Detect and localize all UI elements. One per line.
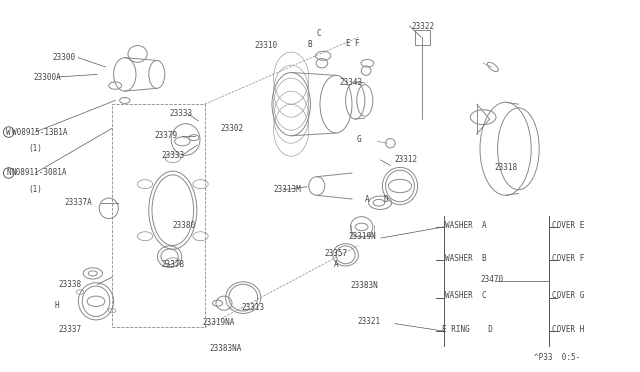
Text: G: G <box>357 135 362 144</box>
Text: D: D <box>384 195 388 204</box>
Text: (1): (1) <box>29 144 43 153</box>
Text: 23337: 23337 <box>59 325 82 334</box>
Text: A: A <box>365 195 369 204</box>
Text: C: C <box>316 29 321 38</box>
Text: N: N <box>6 169 11 177</box>
Text: 23313M: 23313M <box>274 185 301 194</box>
Text: 23378: 23378 <box>162 260 185 269</box>
Text: COVER E: COVER E <box>552 221 585 230</box>
Text: COVER F: COVER F <box>552 254 585 263</box>
Text: 23338: 23338 <box>59 280 82 289</box>
Text: H: H <box>54 301 59 310</box>
Text: 23319N: 23319N <box>349 232 376 241</box>
Text: 23310: 23310 <box>255 41 278 50</box>
Text: 23343: 23343 <box>339 78 362 87</box>
Text: 23312: 23312 <box>395 155 418 164</box>
Text: 23333: 23333 <box>170 109 193 118</box>
Text: F: F <box>354 39 358 48</box>
Text: (1): (1) <box>29 185 43 194</box>
Text: 23300: 23300 <box>52 53 76 62</box>
Text: WASHER  C: WASHER C <box>445 291 487 300</box>
Text: N08911-3081A: N08911-3081A <box>12 169 67 177</box>
Text: 23380: 23380 <box>173 221 196 230</box>
Text: 23302: 23302 <box>221 124 244 133</box>
Text: 23333: 23333 <box>162 151 185 160</box>
Text: W: W <box>6 128 11 137</box>
Text: A: A <box>334 260 339 269</box>
Text: W08915-13B1A: W08915-13B1A <box>12 128 67 137</box>
Text: WASHER  B: WASHER B <box>445 254 487 263</box>
Text: 23300A: 23300A <box>34 73 61 81</box>
Bar <box>415 30 430 45</box>
Text: 23321: 23321 <box>357 317 380 326</box>
Text: 23318: 23318 <box>494 163 517 172</box>
Text: COVER H: COVER H <box>552 325 585 334</box>
Text: 23470: 23470 <box>480 275 503 284</box>
Text: 23319NA: 23319NA <box>202 318 235 327</box>
Text: COVER G: COVER G <box>552 291 585 300</box>
Text: WASHER  A: WASHER A <box>445 221 487 230</box>
Text: B: B <box>307 40 312 49</box>
Text: 23383N: 23383N <box>351 281 378 290</box>
Text: 23322: 23322 <box>412 22 435 31</box>
Text: 23379: 23379 <box>155 131 178 140</box>
Text: 23337A: 23337A <box>64 198 92 207</box>
Text: ^P33  0:5-: ^P33 0:5- <box>534 353 580 362</box>
Text: E RING    D: E RING D <box>442 325 492 334</box>
Text: 23383NA: 23383NA <box>210 344 243 353</box>
Text: 23357: 23357 <box>324 249 348 258</box>
Text: E: E <box>346 39 350 48</box>
Text: 23313: 23313 <box>242 303 265 312</box>
